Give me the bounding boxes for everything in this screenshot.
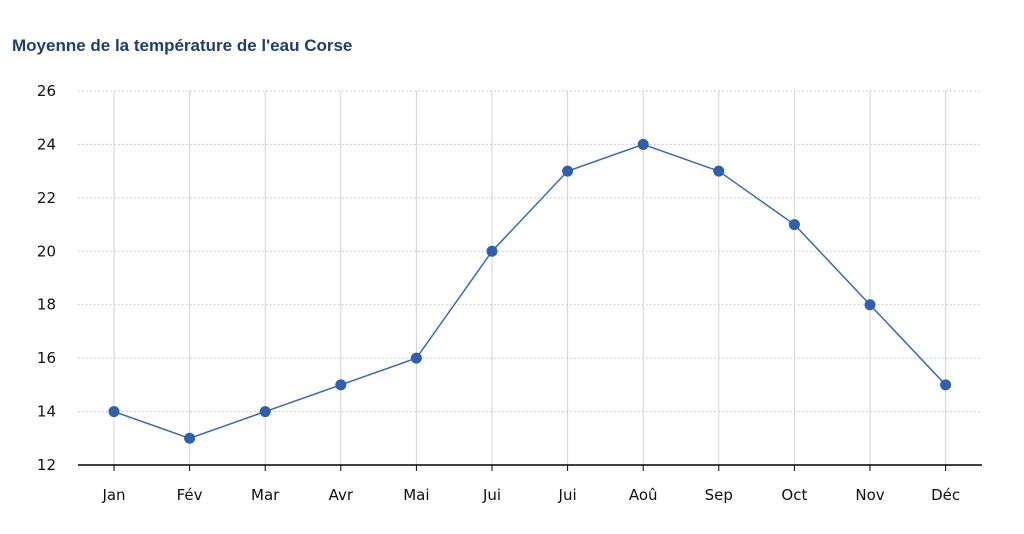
data-point <box>864 299 876 311</box>
x-tick-label: Déc <box>931 486 960 504</box>
data-point <box>259 406 271 418</box>
data-point <box>108 406 120 418</box>
x-tick-label: Avr <box>329 486 354 504</box>
y-tick-label: 24 <box>37 135 56 153</box>
y-axis-tick-labels: 12 14 16 18 20 22 24 26 <box>37 82 56 474</box>
x-tick-label: Jui <box>482 486 501 504</box>
x-tick-label: Jui <box>558 486 577 504</box>
y-tick-label: 16 <box>37 349 56 367</box>
data-point <box>335 379 347 391</box>
x-tick-label: Aoû <box>629 486 658 504</box>
x-tick-label: Mai <box>403 486 429 504</box>
horizontal-gridlines <box>78 90 982 413</box>
y-tick-label: 22 <box>37 189 56 207</box>
y-tick-label: 12 <box>37 456 56 474</box>
x-tick-label: Fév <box>177 486 203 504</box>
data-point <box>562 165 574 177</box>
x-tick-label: Mar <box>251 486 280 504</box>
vertical-gridlines <box>113 91 947 465</box>
y-tick-label: 18 <box>37 296 56 314</box>
y-tick-label: 26 <box>37 82 56 100</box>
chart-title: Moyenne de la température de l'eau Corse <box>12 36 353 55</box>
data-point <box>788 219 800 231</box>
y-tick-label: 20 <box>37 242 56 260</box>
x-axis-tick-labels: Jan Fév Mar Avr Mai Jui Jui Aoû Sep Oct Nov Déc <box>101 486 960 504</box>
data-point <box>713 165 725 177</box>
series-line <box>113 143 947 440</box>
x-tick-label: Sep <box>705 486 733 504</box>
data-point <box>410 352 422 364</box>
x-axis-tick-marks <box>113 465 947 471</box>
data-points <box>108 138 952 444</box>
data-point <box>940 379 952 391</box>
x-tick-label: Nov <box>855 486 884 504</box>
data-point <box>637 138 649 150</box>
data-point <box>486 245 498 257</box>
data-point <box>184 432 196 444</box>
x-tick-label: Oct <box>781 486 807 504</box>
y-tick-label: 14 <box>37 403 56 421</box>
x-tick-label: Jan <box>101 486 125 504</box>
